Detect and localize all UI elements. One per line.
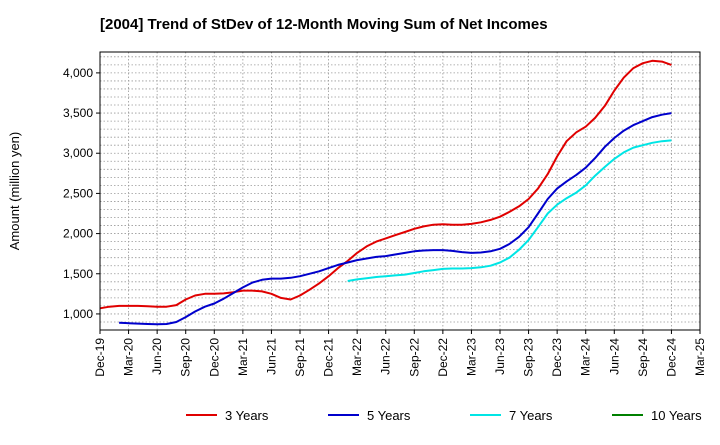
legend-label: 10 Years [651, 408, 702, 423]
x-tick-label: Jun-24 [607, 338, 621, 375]
series-layer [99, 59, 672, 326]
x-tick-label: Jun-21 [264, 338, 278, 375]
x-tick-label: Sep-24 [636, 338, 650, 377]
x-tick-label: Dec-24 [664, 338, 678, 377]
x-tick-label: Sep-20 [179, 338, 193, 377]
x-tick-label: Dec-22 [436, 338, 450, 377]
legend: 3 Years 5 Years 7 Years 10 Years [186, 408, 702, 423]
x-tick-label: Dec-20 [207, 338, 221, 377]
y-tick-label: 3,000 [63, 146, 93, 160]
y-axis-ticks: 1,000 1,500 2,000 2,500 3,000 3,500 4,000 [63, 66, 100, 321]
x-tick-label: Dec-23 [550, 338, 564, 377]
chart-title: [2004] Trend of StDev of 12-Month Moving… [100, 16, 548, 33]
x-tick-label: Sep-21 [293, 338, 307, 377]
x-tick-label: Jun-20 [150, 338, 164, 375]
x-axis-ticks: Dec-19 Mar-20 Jun-20 Sep-20 Dec-20 Mar-21 Jun-… [93, 330, 707, 377]
x-tick-label: Mar-23 [464, 338, 478, 376]
x-tick-label: Dec-19 [93, 338, 107, 377]
x-tick-label: Jun-22 [379, 338, 393, 375]
x-tick-label: Sep-22 [407, 338, 421, 377]
legend-label: 3 Years [225, 408, 269, 423]
x-tick-label: Jun-23 [493, 338, 507, 375]
series-line-7-years [347, 139, 672, 282]
x-tick-label: Sep-23 [522, 338, 536, 377]
legend-label: 7 Years [509, 408, 553, 423]
y-axis-label: Amount (million yen) [7, 132, 22, 251]
x-tick-label: Mar-21 [236, 338, 250, 376]
x-tick-label: Mar-22 [350, 338, 364, 376]
y-tick-label: 4,000 [63, 66, 93, 80]
series-line-3-years [99, 59, 672, 310]
y-tick-label: 1,500 [63, 267, 93, 281]
x-tick-label: Dec-21 [322, 338, 336, 377]
y-tick-label: 1,000 [63, 307, 93, 321]
x-tick-label: Mar-24 [579, 338, 593, 376]
grid [100, 52, 700, 331]
y-tick-label: 2,500 [63, 186, 93, 200]
y-tick-label: 3,500 [63, 106, 93, 120]
plot-frame [99, 51, 701, 331]
legend-label: 5 Years [367, 408, 411, 423]
y-tick-label: 2,000 [63, 227, 93, 241]
x-tick-label: Mar-20 [122, 338, 136, 376]
series-line-5-years [119, 112, 672, 326]
x-tick-label: Mar-25 [693, 338, 707, 376]
